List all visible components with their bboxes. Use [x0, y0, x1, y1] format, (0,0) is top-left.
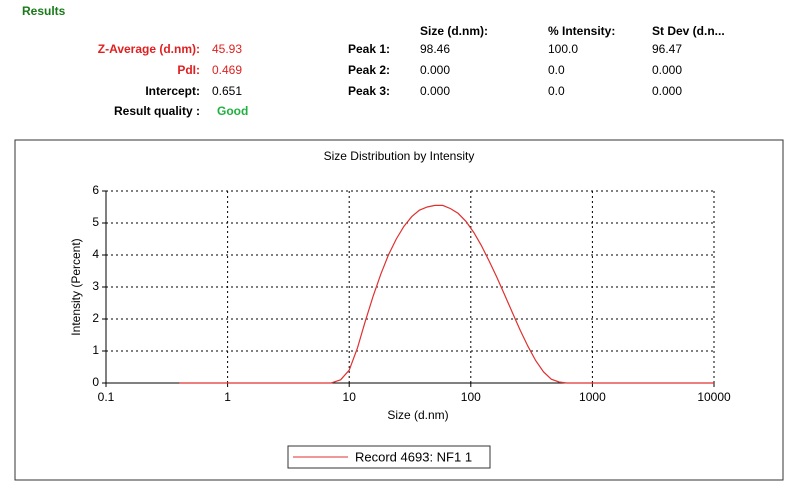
y-tick-label: 4 [92, 247, 99, 261]
peak-value: 0.0 [548, 84, 565, 98]
peak-value: 0.000 [652, 63, 682, 77]
x-tick-label: 10 [343, 390, 357, 404]
peak-value: 0.0 [548, 63, 565, 77]
peak-value: 98.46 [420, 42, 450, 56]
x-tick-label: 100 [461, 390, 481, 404]
peak-value: 100.0 [548, 42, 578, 56]
legend-box [287, 445, 491, 469]
summary-label: PdI: [177, 63, 200, 77]
peak-value: 0.000 [420, 84, 450, 98]
quality-label: Result quality : [114, 104, 200, 118]
summary-value: 0.651 [212, 84, 242, 98]
peak-label: Peak 2: [348, 63, 390, 77]
y-tick-label: 2 [92, 311, 99, 325]
peak-header: St Dev (d.n... [652, 24, 725, 38]
x-tick-label: 1 [224, 390, 231, 404]
summary-label: Z-Average (d.nm): [98, 42, 200, 56]
results: Z-Average (d.nm): 45.93 PdI: 0.469 Intercept… [98, 24, 725, 118]
x-axis-label: Size (d.nm) [387, 408, 448, 422]
y-axis-label: Intensity (Percent) [69, 238, 83, 335]
chart-frame [14, 139, 784, 481]
peak-label: Peak 1: [348, 42, 390, 56]
plot: 0 1 2 3 4 5 6 0.1 1 10 100 1000 10000 Record 4693: NF… [92, 183, 731, 469]
peak-header: % Intensity: [548, 24, 615, 38]
legend-label: Record 4693: NF1 1 [355, 449, 472, 464]
data-line [179, 204, 714, 384]
y-tick-label: 0 [92, 375, 99, 389]
quality-value: Good [217, 104, 248, 118]
peak-value: 0.000 [652, 84, 682, 98]
summary-value: 45.93 [212, 42, 242, 56]
peak-header: Size (d.nm): [420, 24, 488, 38]
chart-title: Size Distribution by Intensity [324, 149, 475, 163]
summary-value: 0.469 [212, 63, 242, 77]
x-tick-label: 10000 [697, 390, 731, 404]
results-heading: Results [22, 4, 66, 18]
peak-value: 96.47 [652, 42, 682, 56]
y-tick-label: 6 [92, 183, 99, 197]
peak-label: Peak 3: [348, 84, 390, 98]
x-tick-label: 0.1 [98, 390, 115, 404]
y-tick-label: 5 [92, 215, 99, 229]
y-tick-label: 1 [92, 343, 99, 357]
summary-label: Intercept: [145, 84, 200, 98]
y-tick-label: 3 [92, 279, 99, 293]
peak-value: 0.000 [420, 63, 450, 77]
x-tick-label: 1000 [579, 390, 606, 404]
